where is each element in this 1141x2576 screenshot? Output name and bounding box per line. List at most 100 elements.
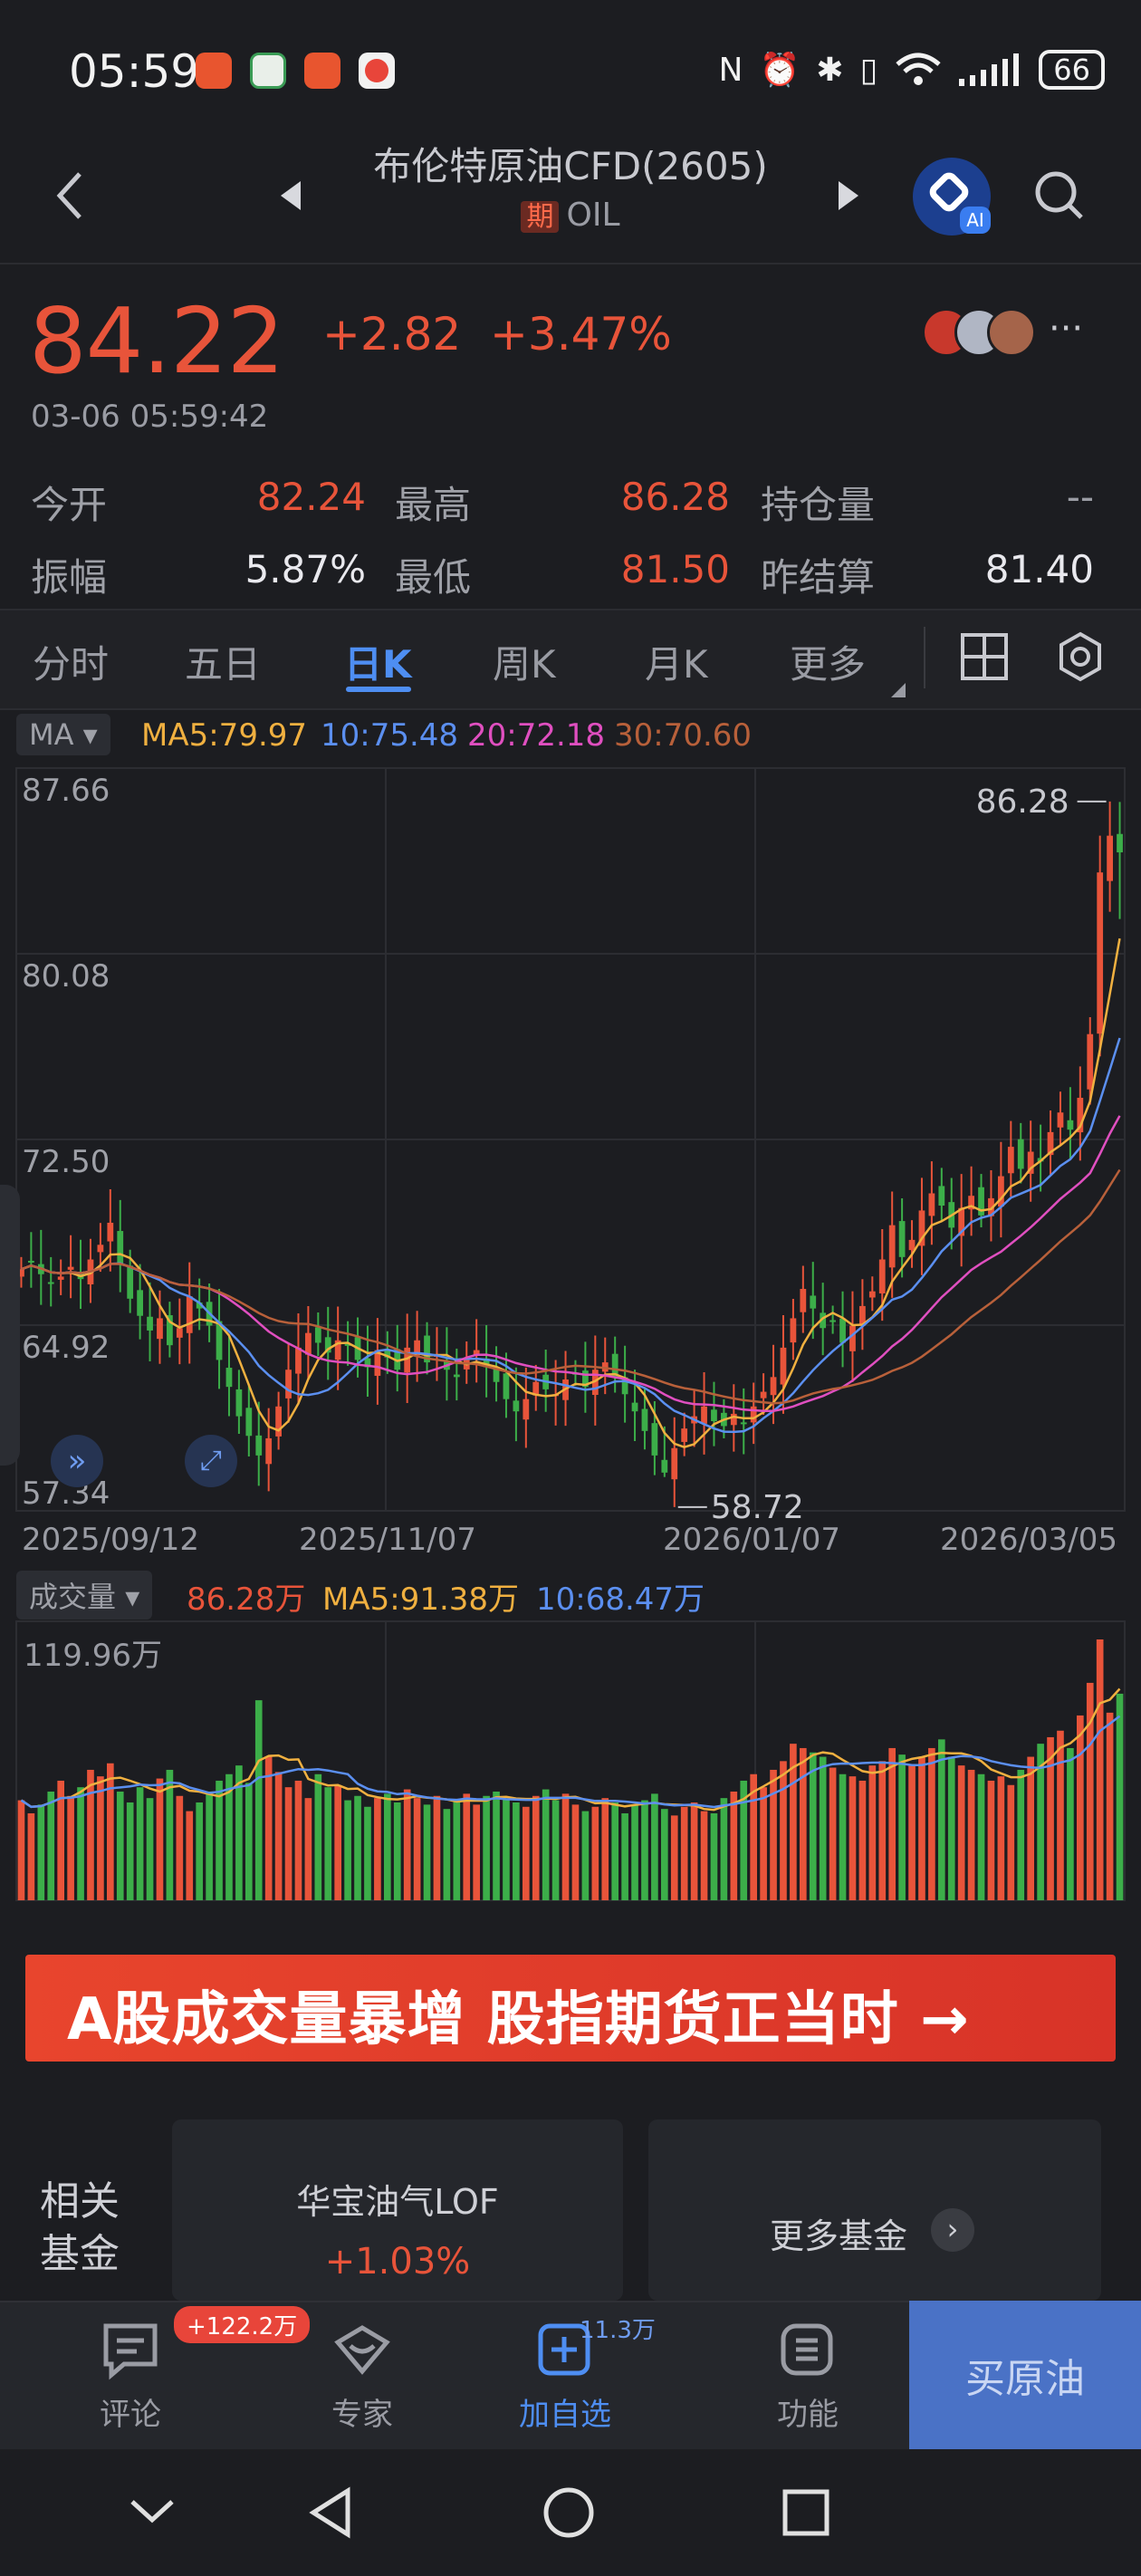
- alarm-icon: ⏰: [759, 52, 801, 89]
- volume-bar: [918, 1756, 925, 1900]
- search-icon[interactable]: [1032, 168, 1087, 223]
- vibrate-icon: ▯: [859, 51, 878, 89]
- app-notification-icon: [304, 53, 340, 89]
- tab-weekly-k[interactable]: 周K: [493, 642, 556, 687]
- volume-bar: [967, 1769, 975, 1900]
- candle-body: [324, 1337, 331, 1353]
- volume-bar: [700, 1811, 708, 1900]
- volume-bar: [532, 1795, 540, 1900]
- previous-contract-icon[interactable]: [277, 178, 304, 214]
- layout-grid-icon[interactable]: [960, 632, 1009, 681]
- volume-bar: [264, 1756, 273, 1900]
- change-value: +2.82: [322, 308, 462, 360]
- bluetooth-icon: ✱: [816, 51, 844, 89]
- volume-bar: [116, 1791, 124, 1900]
- volume-bar: [274, 1772, 283, 1900]
- candle-body: [918, 1210, 925, 1246]
- tab-divider: [924, 627, 925, 688]
- candle-body: [1107, 835, 1113, 881]
- tab-intraday[interactable]: 分时: [33, 642, 110, 687]
- fund-card[interactable]: [172, 2119, 623, 2301]
- volume-chart[interactable]: [0, 1612, 1141, 1911]
- nfc-icon: N: [718, 51, 743, 89]
- nav-function[interactable]: 功能: [735, 2319, 880, 2434]
- volume-bar: [928, 1747, 935, 1900]
- promo-banner[interactable]: [25, 1955, 1116, 2062]
- volume-bar: [37, 1804, 45, 1900]
- nav-expert[interactable]: 专家: [290, 2319, 435, 2434]
- candle-body: [968, 1196, 974, 1210]
- candle-body: [285, 1370, 292, 1399]
- volume-bar: [57, 1780, 65, 1900]
- ma20-value: 20:72.18: [467, 717, 606, 754]
- candle-body: [374, 1350, 381, 1376]
- volume-bar: [67, 1795, 74, 1900]
- volume-bar: [383, 1793, 391, 1900]
- volume-bar: [443, 1809, 451, 1900]
- x-tick-label: 2026/03/05: [940, 1522, 1117, 1558]
- nav-add-watchlist-label: 加自选: [519, 2397, 611, 2433]
- recents-nav-icon[interactable]: [781, 2487, 831, 2538]
- expand-sidebar-icon[interactable]: »: [51, 1435, 103, 1487]
- tab-daily-k[interactable]: 日K: [344, 642, 412, 687]
- volume-bar: [849, 1776, 857, 1900]
- volume-bar: [888, 1747, 896, 1900]
- volume-bar: [878, 1761, 887, 1900]
- candle-body: [671, 1447, 678, 1480]
- tab-more[interactable]: 更多: [790, 642, 867, 687]
- candle-body: [404, 1347, 411, 1373]
- volume-bar: [720, 1798, 728, 1900]
- candle-body: [453, 1374, 460, 1378]
- candle-body: [582, 1370, 589, 1388]
- volume-selector[interactable]: 成交量 ▾: [16, 1571, 153, 1620]
- volume-bar: [1116, 1693, 1124, 1900]
- more-icon[interactable]: ···: [1049, 308, 1084, 350]
- nav-comment[interactable]: 评论: [58, 2319, 203, 2434]
- volume-bar: [1106, 1712, 1114, 1900]
- signal-icon: [959, 53, 1020, 86]
- candle-body: [611, 1353, 618, 1378]
- volume-bar: [542, 1789, 550, 1900]
- volume-bar: [294, 1780, 302, 1900]
- volume-bar: [206, 1791, 213, 1900]
- more-funds-label: 更多基金: [770, 2216, 908, 2256]
- candle-body: [532, 1381, 540, 1396]
- back-icon[interactable]: [53, 170, 89, 221]
- nav-comment-label: 评论: [100, 2397, 161, 2433]
- back-nav-icon[interactable]: [306, 2485, 357, 2540]
- header: [0, 136, 1141, 264]
- volume-bar: [1057, 1730, 1064, 1900]
- candle-body: [978, 1187, 984, 1216]
- volume-bar: [463, 1793, 471, 1900]
- buy-oil-button[interactable]: 买原油: [909, 2301, 1141, 2449]
- volume-bar: [611, 1802, 619, 1900]
- volume-bar: [364, 1806, 371, 1900]
- fullscreen-icon[interactable]: ⤢: [185, 1435, 237, 1487]
- candle-body: [47, 1282, 54, 1284]
- home-nav-icon[interactable]: [542, 2485, 596, 2540]
- volume-bar: [344, 1800, 351, 1900]
- tab-monthly-k[interactable]: 月K: [645, 642, 708, 687]
- settings-icon[interactable]: [1054, 630, 1107, 683]
- candle-body: [928, 1193, 935, 1216]
- candle-body: [167, 1315, 173, 1346]
- app-notification-icon: [196, 53, 232, 89]
- nav-add-watchlist[interactable]: 加自选: [493, 2319, 638, 2434]
- candle-body: [414, 1340, 420, 1356]
- tab-five-day[interactable]: 五日: [185, 642, 262, 687]
- next-contract-icon[interactable]: [835, 178, 862, 214]
- candle-body: [28, 1260, 34, 1263]
- volume-frame: [15, 1620, 1126, 1901]
- more-funds-card[interactable]: [648, 2119, 1101, 2301]
- ai-assistant-icon[interactable]: AI: [913, 158, 991, 235]
- candle-body: [820, 1312, 827, 1329]
- fund-name: 华宝油气LOF: [296, 2182, 499, 2222]
- hide-keyboard-icon[interactable]: [127, 2493, 177, 2529]
- volume-bar: [581, 1811, 590, 1900]
- stat-value-low: 81.50: [620, 547, 730, 591]
- volume-bar: [621, 1812, 628, 1900]
- ma-selector[interactable]: MA ▾: [16, 714, 110, 755]
- side-drawer-handle[interactable]: [0, 1185, 20, 1466]
- candle-body: [859, 1305, 866, 1326]
